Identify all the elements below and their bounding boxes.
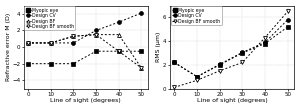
X-axis label: Line of sight (degrees): Line of sight (degrees)	[50, 98, 121, 103]
X-axis label: Line of sight (degrees): Line of sight (degrees)	[197, 98, 268, 103]
Legend: Myopic eye, Design CV, Design BF, Design BF smooth: Myopic eye, Design CV, Design BF, Design…	[25, 6, 75, 30]
Y-axis label: RMS (μm): RMS (μm)	[157, 32, 161, 62]
Text: A: A	[26, 7, 32, 16]
Y-axis label: Refractive error M (D): Refractive error M (D)	[6, 13, 10, 81]
Legend: Myopic eye, Design CV, Design BF smooth: Myopic eye, Design CV, Design BF smooth	[171, 6, 222, 25]
Text: B: B	[172, 7, 179, 16]
